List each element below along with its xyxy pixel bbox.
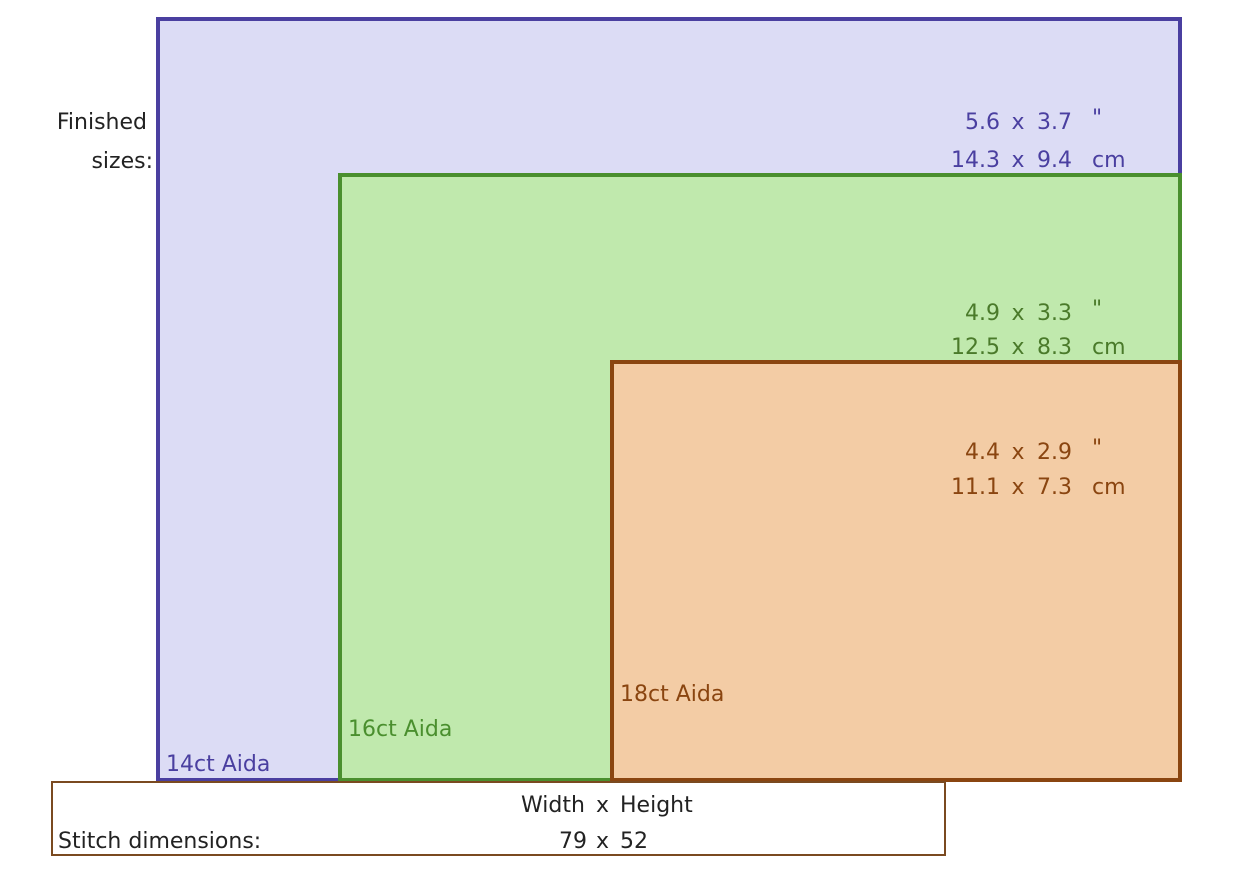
size-18-cm-width: 11.1 [951, 475, 1000, 500]
size-16-cm-unit: cm [1092, 335, 1126, 360]
size-16-cm-x: x [1011, 335, 1025, 360]
size-18-cm-unit: cm [1092, 475, 1126, 500]
times-header: x [596, 793, 610, 818]
size-18-inch-width: 4.4 [965, 440, 1000, 465]
size-16-cm-height: 8.3 [1037, 335, 1072, 360]
size-18-inch-x: x [1011, 440, 1025, 465]
fabric-18ct-box [610, 360, 1182, 782]
width-header: Width [521, 793, 585, 818]
fabric-18ct-label: 18ct Aida [620, 682, 725, 707]
size-16-inch-height: 3.3 [1037, 301, 1072, 326]
stitch-height-value: 52 [620, 829, 648, 854]
stitch-dimensions-box [51, 781, 946, 856]
finished-label-line1: Finished [56, 110, 147, 135]
height-header: Height [620, 793, 693, 818]
stitch-dimensions-label: Stitch dimensions: [58, 829, 262, 854]
size-16-inch-x: x [1011, 301, 1025, 326]
size-18-cm-height: 7.3 [1037, 475, 1072, 500]
size-18-inch-unit: " [1092, 436, 1103, 461]
size-18-cm-x: x [1011, 475, 1025, 500]
size-14-cm-width: 14.3 [951, 148, 1000, 173]
fabric-14ct-label: 14ct Aida [166, 752, 271, 777]
size-14-inch-height: 3.7 [1037, 110, 1072, 135]
size-16-inch-unit: " [1092, 297, 1103, 322]
size-14-inch-unit: " [1092, 106, 1103, 131]
size-18-inch-height: 2.9 [1037, 440, 1072, 465]
fabric-16ct-label: 16ct Aida [348, 717, 453, 742]
size-14-cm-height: 9.4 [1037, 148, 1072, 173]
size-16-inch-width: 4.9 [965, 301, 1000, 326]
size-14-inch-width: 5.6 [965, 110, 1000, 135]
size-14-cm-unit: cm [1092, 148, 1126, 173]
size-14-inch-x: x [1011, 110, 1025, 135]
stitch-width-value: 79 [559, 829, 587, 854]
size-14-cm-x: x [1011, 148, 1025, 173]
stitch-times: x [596, 829, 610, 854]
size-16-cm-width: 12.5 [951, 335, 1000, 360]
finished-label-line2: sizes: [91, 149, 153, 174]
